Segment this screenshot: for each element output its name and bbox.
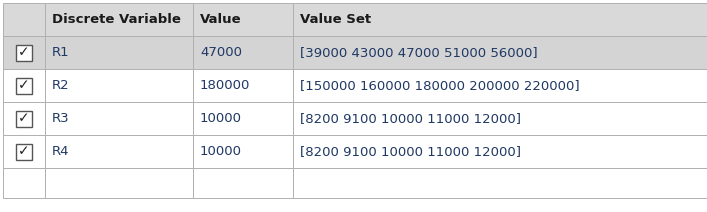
Bar	[3, 36, 45, 69]
Bar	[193, 168, 293, 198]
Bar	[193, 69, 293, 102]
Bar	[3, 69, 45, 102]
Text: R2: R2	[52, 79, 69, 92]
Bar	[193, 102, 293, 135]
Text: [8200 9100 10000 11000 12000]: [8200 9100 10000 11000 12000]	[300, 112, 521, 125]
Bar	[3, 168, 45, 198]
Bar	[45, 69, 193, 102]
Bar	[293, 69, 707, 102]
Text: Value Set: Value Set	[300, 13, 371, 26]
Bar	[293, 168, 707, 198]
Bar	[45, 168, 193, 198]
Bar	[193, 135, 293, 168]
Text: ✓: ✓	[18, 112, 30, 126]
Text: R4: R4	[52, 145, 69, 158]
Text: [150000 160000 180000 200000 220000]: [150000 160000 180000 200000 220000]	[300, 79, 580, 92]
Bar	[16, 45, 32, 60]
Text: R3: R3	[52, 112, 69, 125]
Text: ✓: ✓	[18, 46, 30, 60]
Text: 10000: 10000	[200, 112, 242, 125]
Text: [39000 43000 47000 51000 56000]: [39000 43000 47000 51000 56000]	[300, 46, 537, 59]
Text: [8200 9100 10000 11000 12000]: [8200 9100 10000 11000 12000]	[300, 145, 521, 158]
Bar	[16, 78, 32, 93]
Bar	[45, 102, 193, 135]
Text: ✓: ✓	[18, 145, 30, 159]
Text: R1: R1	[52, 46, 69, 59]
Bar	[193, 36, 293, 69]
Bar	[16, 110, 32, 127]
Bar	[293, 36, 707, 69]
Text: Discrete Variable: Discrete Variable	[52, 13, 181, 26]
Bar	[3, 3, 45, 36]
Bar	[45, 36, 193, 69]
Text: 180000: 180000	[200, 79, 250, 92]
Text: 10000: 10000	[200, 145, 242, 158]
Bar	[293, 102, 707, 135]
Bar	[293, 135, 707, 168]
Bar	[3, 102, 45, 135]
Bar	[45, 3, 193, 36]
Bar	[16, 144, 32, 159]
Bar	[3, 135, 45, 168]
Text: ✓: ✓	[18, 78, 30, 92]
Bar	[193, 3, 293, 36]
Bar	[45, 135, 193, 168]
Text: 47000: 47000	[200, 46, 242, 59]
Bar	[293, 3, 707, 36]
Text: Value: Value	[200, 13, 242, 26]
